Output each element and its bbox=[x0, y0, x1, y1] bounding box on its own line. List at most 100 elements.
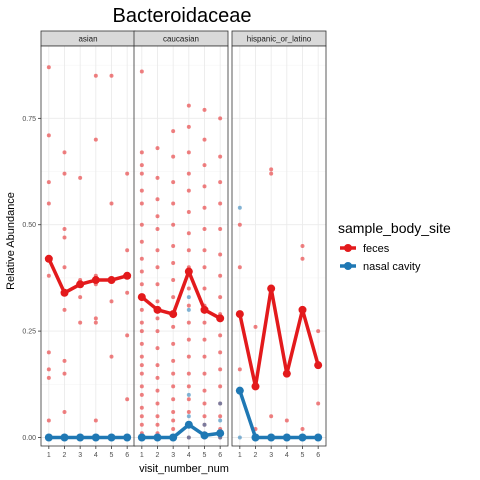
scatter-point-feces bbox=[202, 137, 207, 142]
scatter-point-feces bbox=[218, 273, 223, 278]
scatter-point-nasal-cavity bbox=[186, 414, 191, 419]
scatter-point-feces bbox=[139, 171, 144, 176]
scatter-point-feces bbox=[139, 354, 144, 359]
scatter-point-feces bbox=[46, 367, 51, 372]
scatter-point-feces bbox=[155, 422, 160, 427]
scatter-point-feces bbox=[155, 175, 160, 180]
scatter-point-feces bbox=[171, 129, 176, 134]
panel-border bbox=[133, 45, 229, 447]
scatter-point-feces bbox=[300, 426, 305, 431]
mean-point-nasal-cavity bbox=[314, 433, 323, 442]
y-tick-label: 0.00 bbox=[22, 435, 36, 442]
scatter-point-feces bbox=[155, 197, 160, 202]
scatter-point-feces bbox=[202, 401, 207, 406]
legend-label: feces bbox=[363, 243, 390, 255]
scatter-point-nasal-cavity bbox=[218, 401, 223, 406]
scatter-point-feces bbox=[218, 367, 223, 372]
scatter-point-feces bbox=[237, 265, 242, 270]
scatter-point-feces bbox=[125, 333, 130, 338]
scatter-point-feces bbox=[125, 248, 130, 253]
scatter-point-feces bbox=[62, 358, 67, 363]
mean-point-nasal-cavity bbox=[235, 386, 244, 395]
scatter-point-feces bbox=[46, 201, 51, 206]
scatter-point-feces bbox=[202, 107, 207, 112]
scatter-point-feces bbox=[46, 418, 51, 423]
scatter-point-feces bbox=[155, 299, 160, 304]
mean-point-feces bbox=[200, 305, 209, 314]
x-tick-label: 3 bbox=[171, 452, 175, 459]
scatter-point-feces bbox=[93, 316, 98, 321]
scatter-point-feces bbox=[109, 73, 114, 78]
mean-point-feces bbox=[107, 276, 116, 285]
scatter-point-feces bbox=[46, 180, 51, 185]
scatter-point-feces bbox=[155, 146, 160, 151]
scatter-point-feces bbox=[237, 367, 242, 372]
series-line-feces bbox=[238, 286, 320, 389]
scatter-point-feces bbox=[155, 414, 160, 419]
scatter-point-feces bbox=[186, 397, 191, 402]
scatter-point-nasal-cavity bbox=[186, 307, 191, 312]
mean-point-feces bbox=[298, 305, 307, 314]
scatter-point-feces bbox=[186, 320, 191, 325]
mean-point-feces bbox=[91, 276, 100, 285]
scatter-point-feces bbox=[171, 341, 176, 346]
scatter-point-feces bbox=[139, 422, 144, 427]
scatter-point-feces bbox=[139, 222, 144, 227]
scatter-point-feces bbox=[202, 388, 207, 393]
scatter-point-feces bbox=[93, 320, 98, 325]
scatter-point-feces bbox=[186, 354, 191, 359]
x-tick-label: 5 bbox=[301, 452, 305, 459]
mean-point-nasal-cavity bbox=[60, 433, 69, 442]
y-tick-label: 0.25 bbox=[22, 329, 36, 336]
x-axis-label: visit_number_num bbox=[139, 463, 229, 475]
facet-strip-label: hispanic_or_latino bbox=[247, 35, 312, 44]
scatter-point-feces bbox=[155, 226, 160, 231]
scatter-point-feces bbox=[155, 363, 160, 368]
scatter-point-feces bbox=[186, 231, 191, 236]
x-tick-label: 1 bbox=[47, 452, 51, 459]
x-tick-label: 3 bbox=[78, 452, 82, 459]
scatter-point-feces bbox=[171, 295, 176, 300]
x-axis-ticks: 1 2 3 4 5 6 bbox=[47, 446, 129, 459]
scatter-point-nasal-cavity bbox=[237, 205, 242, 210]
scatter-point-feces bbox=[186, 150, 191, 155]
mean-point-feces bbox=[169, 310, 178, 319]
mean-point-nasal-cavity bbox=[44, 433, 53, 442]
scatter-point-feces bbox=[125, 397, 130, 402]
scatter-point-feces bbox=[202, 248, 207, 253]
mean-point-feces bbox=[76, 280, 85, 289]
scatter-point-feces bbox=[202, 371, 207, 376]
scatter-point-feces bbox=[202, 337, 207, 342]
x-tick-label: 2 bbox=[63, 452, 67, 459]
scatter-point-feces bbox=[186, 171, 191, 176]
scatter-point-feces bbox=[186, 248, 191, 253]
scatter-point-feces bbox=[202, 414, 207, 419]
scatter-point-feces bbox=[46, 375, 51, 380]
panel-border bbox=[231, 45, 327, 447]
x-tick-label: 5 bbox=[203, 452, 207, 459]
scatter-point-feces bbox=[125, 290, 130, 295]
scatter-point-feces bbox=[284, 418, 289, 423]
scatter-point-feces bbox=[171, 222, 176, 227]
facet-strip-label: asian bbox=[78, 35, 97, 44]
x-tick-label: 6 bbox=[316, 452, 320, 459]
gridlines bbox=[41, 46, 135, 446]
facet-panel-caucasian: caucasian 1 2 3 4 5 6 bbox=[133, 30, 229, 459]
scatter-point-feces bbox=[171, 180, 176, 185]
mean-point-nasal-cavity bbox=[216, 429, 225, 438]
scatter-point-feces bbox=[202, 226, 207, 231]
x-axis-ticks: 1 2 3 4 5 6 bbox=[140, 446, 222, 459]
mean-point-feces bbox=[251, 382, 260, 391]
scatter-point-feces bbox=[155, 282, 160, 287]
mean-point-nasal-cavity bbox=[282, 433, 291, 442]
scatter-point-feces bbox=[269, 167, 274, 172]
scatter-point-feces bbox=[78, 175, 83, 180]
scatter-point-feces bbox=[155, 329, 160, 334]
mean-point-feces bbox=[184, 267, 193, 276]
scatter-point-feces bbox=[139, 188, 144, 193]
legend-entries: feces nasal cavity bbox=[340, 243, 421, 273]
scatter-point-feces bbox=[237, 222, 242, 227]
scatter-point-feces bbox=[155, 375, 160, 380]
x-tick-label: 5 bbox=[110, 452, 114, 459]
